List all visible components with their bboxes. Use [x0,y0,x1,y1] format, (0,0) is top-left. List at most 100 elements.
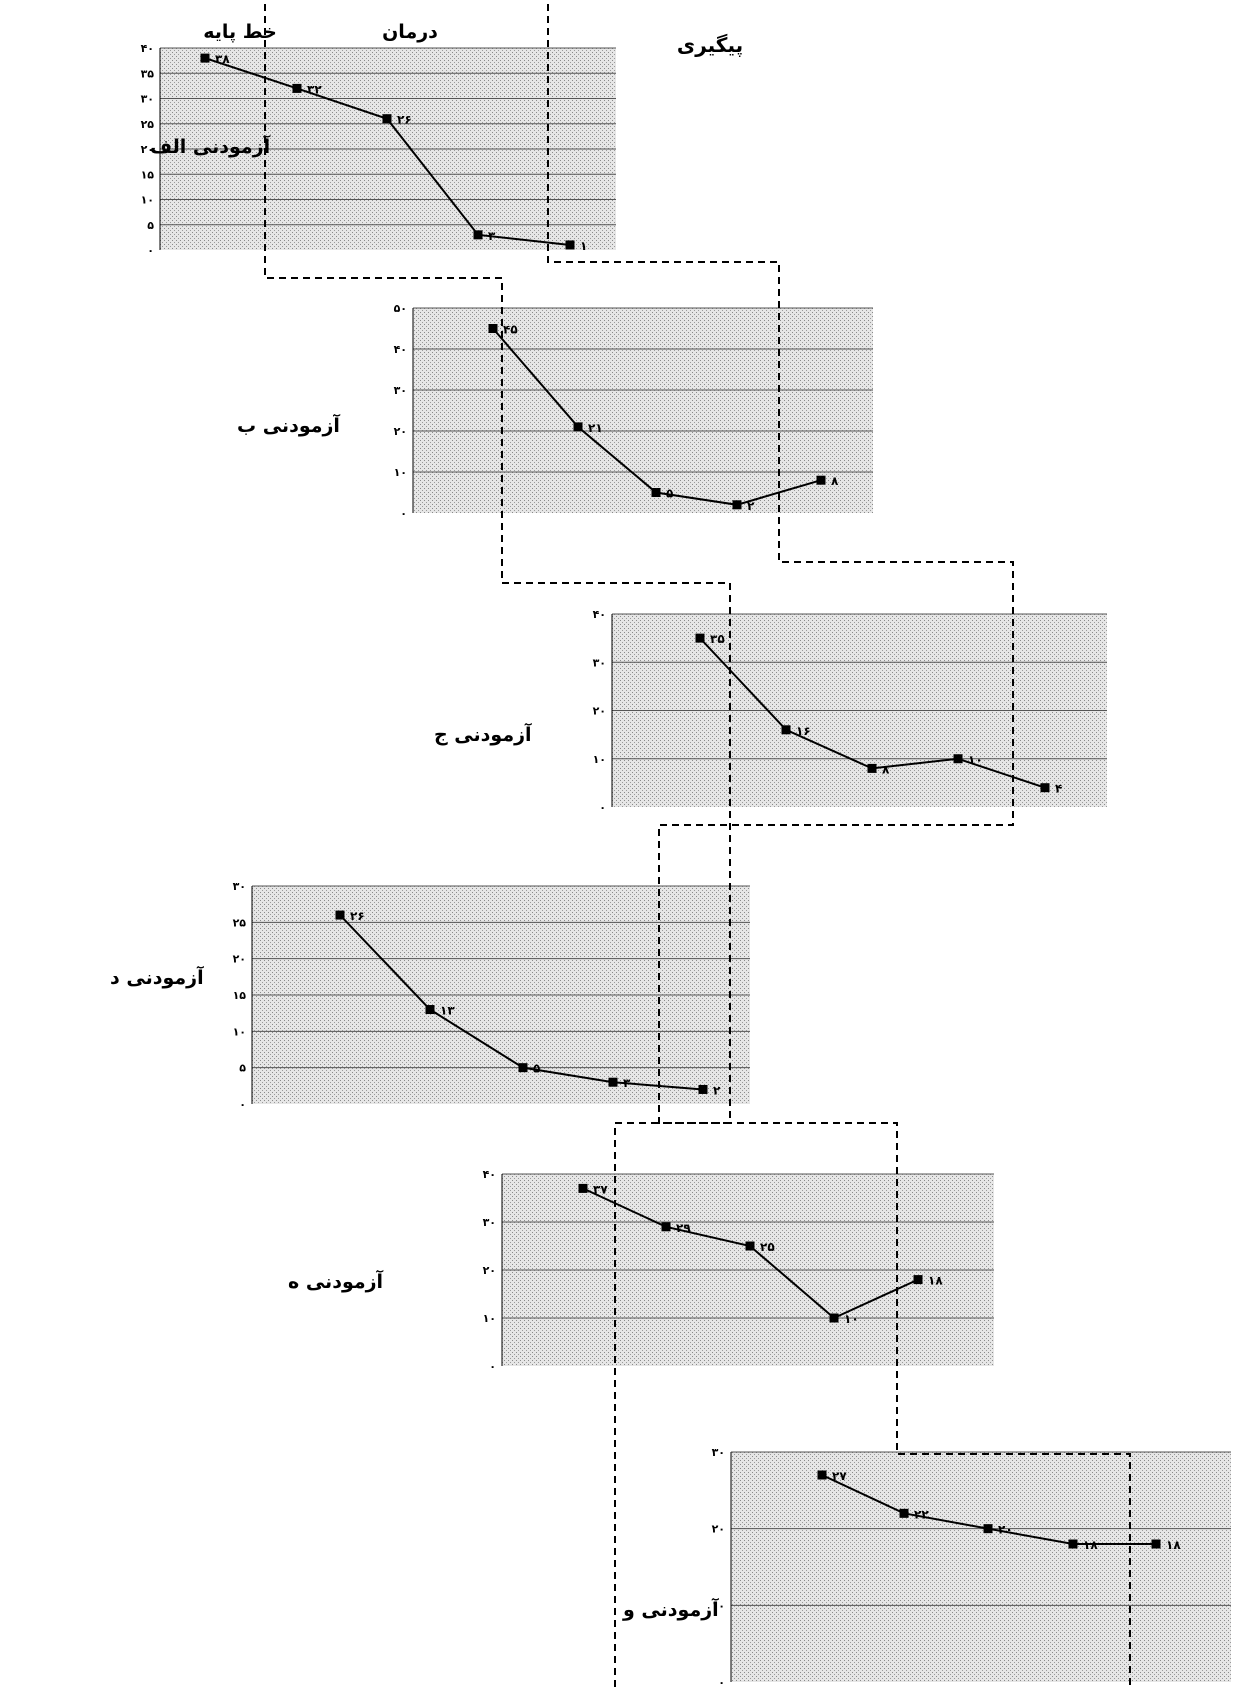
chart-subject-a: ۰ ۵ ۱۰ ۱۵ ۲۰ ۲۵ ۳۰ ۳۵ ۴۰ ۳۸ ۳۲ ۲۶ ۳ ۱ آزمودنی الف [141,42,616,257]
data-label-b: ۲۱ [588,421,603,435]
data-point-f [1151,1539,1161,1549]
y-tick-label-e: ۴۰ [483,1168,496,1181]
data-point-a [382,114,392,124]
y-tick-label-d: ۳۰ [233,880,246,893]
data-point-e [578,1183,588,1193]
y-tick-label-e: ۲۰ [483,1264,496,1277]
data-point-d [518,1063,528,1073]
y-tick-label-b: ۰ [400,507,407,520]
data-point-e [829,1313,839,1323]
y-tick-label-f: ۱۰ [712,1599,725,1612]
subject-label-e: آزمودنی ه [288,1269,384,1293]
data-point-b [816,475,826,485]
data-label-a: ۳۸ [215,52,230,66]
data-label-d: ۲۶ [350,909,365,923]
subject-label-a: آزمودنی الف [150,134,271,158]
data-point-b [732,500,742,510]
data-point-c [781,725,791,735]
data-point-b [651,488,661,497]
data-point-e [745,1241,755,1251]
y-tick-label-a: ۲۵ [141,118,155,131]
y-tick-label-a: ۳۵ [141,67,155,80]
data-point-e [913,1275,923,1285]
data-label-f: ۲۰ [998,1523,1013,1537]
data-point-f [899,1508,909,1518]
data-point-f [1068,1539,1078,1549]
data-point-b [573,422,583,432]
subject-label-b: آزمودنی ب [237,413,340,437]
y-tick-label-e: ۱۰ [483,1312,496,1325]
data-point-a [565,240,575,250]
data-point-c [867,763,877,773]
data-label-e: ۱۸ [928,1274,943,1288]
subject-label-f: آزمودنی و [622,1597,719,1621]
data-label-f: ۲۷ [832,1469,847,1483]
data-point-d [608,1077,618,1087]
data-point-e [661,1222,671,1232]
y-tick-label-b: ۳۰ [394,384,407,397]
data-label-a: ۱ [580,239,587,253]
data-label-f: ۱۸ [1083,1538,1098,1552]
data-label-c: ۴ [1055,782,1062,796]
y-tick-label-a: ۳۰ [141,93,154,106]
y-tick-label-d: ۵ [239,1062,246,1075]
y-tick-label-e: ۳۰ [483,1216,496,1229]
data-point-a [473,230,483,240]
data-label-d: ۵ [533,1062,540,1076]
phase-label-baseline: خط پایه [203,21,277,43]
y-tick-label-c: ۲۰ [593,705,606,718]
subject-label-d: آزمودنی د [110,965,204,989]
y-tick-label-a: ۱۵ [141,168,155,181]
data-label-b: ۴۵ [503,323,518,337]
y-tick-label-c: ۱۰ [593,753,606,766]
y-tick-label-b: ۵۰ [394,302,407,315]
y-tick-label-b: ۲۰ [394,425,407,438]
data-label-f: ۲۲ [914,1507,929,1521]
data-label-a: ۳۲ [307,82,322,96]
y-tick-label-f: ۰ [718,1676,725,1689]
y-tick-label-d: ۲۵ [233,916,247,929]
y-tick-label-b: ۴۰ [394,343,407,356]
chart-subject-e: ۰ ۱۰ ۲۰ ۳۰ ۴۰ ۳۷ ۲۹ ۲۵ ۱۰ ۱۸ آزمودنی ه [288,1168,994,1373]
data-label-a: ۲۶ [397,113,412,127]
data-label-d: ۲ [713,1083,721,1097]
y-tick-label-d: ۱۵ [233,989,247,1002]
chart-subject-b: ۰ ۱۰ ۲۰ ۳۰ ۴۰ ۵۰ ۴۵ ۲۱ ۵ ۲ ۸ آزمودنی ب [237,302,873,520]
data-label-d: ۳ [623,1076,631,1090]
plot-area-b [413,308,873,513]
y-tick-label-d: ۲۰ [233,953,246,966]
data-label-c: ۳۵ [710,632,725,646]
data-label-c: ۱۰ [968,753,983,767]
data-point-c [953,754,963,764]
phase-divider-followup [547,4,1131,1689]
data-label-f: ۱۸ [1166,1538,1181,1552]
y-tick-label-c: ۰ [599,801,606,814]
data-label-e: ۱۰ [844,1312,859,1326]
phase-label-followup: پیگیری [677,33,743,58]
data-point-a [200,53,210,63]
y-tick-label-e: ۰ [489,1360,496,1373]
data-label-d: ۱۳ [440,1004,455,1018]
data-point-f [983,1524,993,1534]
data-point-b [488,324,498,333]
y-tick-label-d: ۱۰ [233,1025,246,1038]
data-point-c [695,633,705,643]
data-label-a: ۳ [488,229,496,243]
data-label-b: ۸ [831,474,839,488]
data-label-c: ۱۶ [796,724,811,738]
phase-divider-baseline [264,4,731,1689]
data-label-e: ۲۵ [760,1240,775,1254]
y-tick-label-c: ۳۰ [593,656,606,669]
y-tick-label-d: ۰ [239,1098,246,1111]
y-tick-label-a: ۴۰ [141,42,154,55]
data-label-e: ۳۷ [593,1182,608,1196]
data-label-b: ۲ [747,499,755,513]
data-point-f [817,1470,827,1480]
chart-subject-d: ۰ ۵ ۱۰ ۱۵ ۲۰ ۲۵ ۳۰ ۲۶ ۱۳ ۵ ۳ ۲ آزمودنی د [110,880,750,1111]
y-tick-label-b: ۱۰ [394,466,407,479]
data-point-d [425,1005,435,1015]
plot-area-f [731,1452,1231,1682]
data-point-c [1040,783,1050,793]
chart-subject-f: ۰ ۱۰ ۲۰ ۳۰ ۲۷ ۲۲ ۲۰ ۱۸ ۱۸ آزمودنی و [622,1446,1231,1689]
